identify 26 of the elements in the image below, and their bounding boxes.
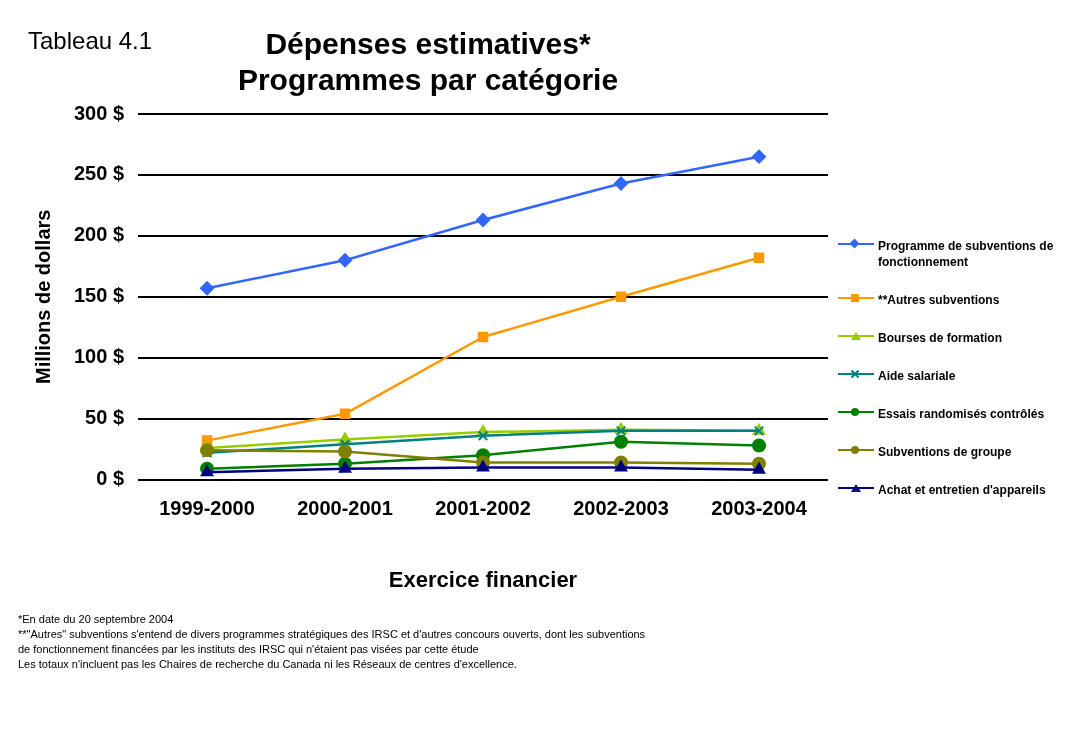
y-tick-label: 100 $ xyxy=(73,345,125,368)
legend-label: Bourses de formation xyxy=(878,330,1003,346)
text: Les totaux n'incluent pas les Chaires de recherche du Canada ni les Réseaux de centres d'excellence. xyxy=(18,657,518,672)
chart-title: Dépenses estimatives* Programmes par catégorie xyxy=(237,27,619,97)
x-tick-label: 2003-2004 xyxy=(711,497,808,520)
legend-label: Programme de subventions de fonctionnement xyxy=(878,238,1055,270)
y-tick-label: 0 $ xyxy=(96,467,125,490)
legend-label: **Autres subventions xyxy=(878,292,1000,308)
legend-label: Achat et entretien d'appareils xyxy=(878,482,1046,498)
legend-label: Aide salariale xyxy=(878,368,956,384)
x-axis-title: Exercice financier xyxy=(388,566,578,592)
y-tick-label: 250 $ xyxy=(73,162,125,185)
text: Tableau 4.1 xyxy=(28,26,153,54)
x-tick-label: 1999-2000 xyxy=(159,497,255,520)
x-tick-label: 2002-2003 xyxy=(573,497,669,520)
x-tick-label: 2001-2002 xyxy=(435,497,531,520)
y-tick-label: 300 $ xyxy=(73,101,125,124)
legend-label: Subventions de groupe xyxy=(878,444,1012,460)
legend-label: Essais randomisés contrôlés xyxy=(878,406,1045,422)
y-tick-label: 50 $ xyxy=(85,406,125,429)
y-axis-title: Millions de dollars xyxy=(31,209,54,385)
text: *En date du 20 septembre 2004 xyxy=(18,612,175,627)
y-tick-label: 200 $ xyxy=(73,223,125,246)
x-tick-label: 2000-2001 xyxy=(297,497,393,520)
text: **"Autres" subventions s'entend de divers programmes stratégiques des IRSC et d'autres concours ouverts, dont les subventions de fonctionnement financées par les instituts des IRSC qui n'étaient pas visées par cette étude xyxy=(18,627,647,657)
y-tick-label: 150 $ xyxy=(73,284,125,307)
